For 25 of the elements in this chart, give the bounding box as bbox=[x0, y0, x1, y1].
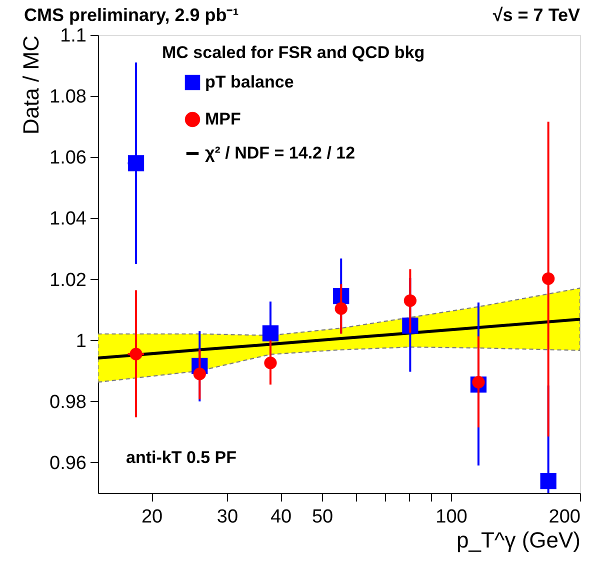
y-tick-label: 0.96 bbox=[50, 452, 86, 474]
y-tick-label: 0.98 bbox=[50, 392, 86, 413]
y-tick-label: 1.02 bbox=[50, 270, 86, 291]
legend-label: pT balance bbox=[205, 72, 294, 92]
text: √s = 7 TeV bbox=[492, 5, 580, 25]
y-tick-label: 1.1 bbox=[60, 26, 86, 46]
x-tick-label: 20 bbox=[141, 506, 163, 528]
annotation: anti-kT 0.5 PF bbox=[126, 448, 237, 467]
x-axis-title: p_T^γ (GeV) bbox=[456, 528, 580, 552]
x-tick-label: 100 bbox=[436, 506, 468, 528]
legend-title: MC scaled for FSR and QCD bkg bbox=[162, 43, 425, 62]
point bbox=[540, 473, 556, 490]
x-tick-label: 30 bbox=[216, 506, 238, 528]
x-tick-label: 200 bbox=[548, 506, 580, 528]
y-tick-label: 1.04 bbox=[50, 208, 87, 230]
chart-title: CMS preliminary, 2.9 pb⁻¹ bbox=[24, 5, 239, 25]
y-tick-label: 1 bbox=[76, 330, 86, 352]
x-tick-label: 40 bbox=[270, 506, 292, 528]
legend-label: MPF bbox=[205, 110, 241, 128]
y-tick-label: 1.06 bbox=[50, 148, 86, 169]
legend-label: χ² / NDF = 14.2 / 12 bbox=[205, 144, 356, 162]
point bbox=[542, 272, 555, 285]
x-tick-label: 50 bbox=[312, 506, 334, 528]
y-axis-title: Data / MC bbox=[18, 35, 44, 135]
y-tick-label: 1.08 bbox=[50, 86, 86, 108]
